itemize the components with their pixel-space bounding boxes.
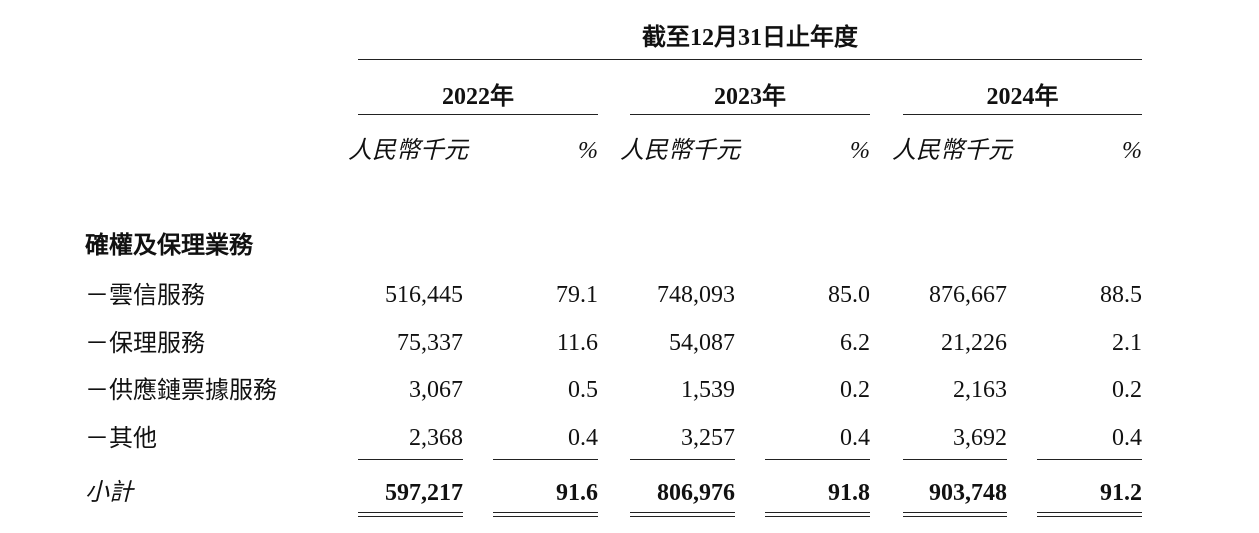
cell: 516,445 bbox=[385, 282, 463, 308]
rule bbox=[358, 512, 463, 513]
rule bbox=[903, 459, 1007, 460]
period-title: 截至12月31日止年度 bbox=[642, 25, 858, 51]
rule bbox=[903, 516, 1007, 517]
rule bbox=[358, 459, 463, 460]
rule bbox=[903, 512, 1007, 513]
row-label: －其他 bbox=[85, 424, 157, 452]
subtotal-cell: 806,976 bbox=[657, 480, 735, 506]
cell: 21,226 bbox=[941, 330, 1007, 356]
section-title: 確權及保理業務 bbox=[85, 231, 253, 259]
cell: 88.5 bbox=[1100, 282, 1142, 308]
cell: 2,163 bbox=[953, 377, 1007, 403]
rule bbox=[630, 516, 735, 517]
rule bbox=[765, 516, 870, 517]
rule bbox=[630, 512, 735, 513]
year-header: 2024年 bbox=[986, 84, 1059, 110]
cell: 3,257 bbox=[681, 425, 735, 451]
rule bbox=[358, 114, 598, 115]
cell: 3,692 bbox=[953, 425, 1007, 451]
cell: 2.1 bbox=[1112, 330, 1142, 356]
rule bbox=[493, 516, 598, 517]
cell: 2,368 bbox=[409, 425, 463, 451]
rule bbox=[493, 459, 598, 460]
cell: 0.4 bbox=[568, 425, 598, 451]
unit-label: 人民幣千元 bbox=[892, 138, 1012, 164]
cell: 0.5 bbox=[568, 377, 598, 403]
rule bbox=[630, 114, 870, 115]
cell: 748,093 bbox=[657, 282, 735, 308]
subtotal-label: 小計 bbox=[85, 480, 133, 506]
cell: 54,087 bbox=[669, 330, 735, 356]
year-header: 2023年 bbox=[714, 84, 786, 110]
rule bbox=[1037, 512, 1142, 513]
cell: 11.6 bbox=[556, 330, 598, 356]
cell: 3,067 bbox=[409, 377, 463, 403]
rule bbox=[630, 459, 735, 460]
rule bbox=[1037, 516, 1142, 517]
subtotal-cell: 597,217 bbox=[385, 480, 463, 506]
cell: 79.1 bbox=[556, 282, 598, 308]
rule bbox=[358, 59, 1142, 60]
unit-label: % bbox=[1122, 138, 1142, 164]
unit-label: % bbox=[578, 138, 598, 164]
rule bbox=[765, 459, 870, 460]
row-label: －雲信服務 bbox=[85, 281, 205, 309]
row-label: －保理服務 bbox=[85, 329, 205, 357]
rule bbox=[903, 114, 1142, 115]
cell: 0.4 bbox=[840, 425, 870, 451]
subtotal-cell: 91.6 bbox=[556, 480, 598, 506]
rule bbox=[493, 512, 598, 513]
rule bbox=[358, 516, 463, 517]
cell: 1,539 bbox=[681, 377, 735, 403]
cell: 6.2 bbox=[840, 330, 870, 356]
unit-label: % bbox=[850, 138, 870, 164]
cell: 85.0 bbox=[828, 282, 870, 308]
unit-label: 人民幣千元 bbox=[348, 138, 468, 164]
rule bbox=[765, 512, 870, 513]
subtotal-cell: 91.2 bbox=[1100, 480, 1142, 506]
cell: 75,337 bbox=[397, 330, 463, 356]
cell: 0.2 bbox=[1112, 377, 1142, 403]
cell: 0.4 bbox=[1112, 425, 1142, 451]
cell: 0.2 bbox=[840, 377, 870, 403]
year-header: 2022年 bbox=[442, 84, 514, 110]
subtotal-cell: 91.8 bbox=[828, 480, 870, 506]
cell: 876,667 bbox=[929, 282, 1007, 308]
rule bbox=[1037, 459, 1142, 460]
subtotal-cell: 903,748 bbox=[929, 480, 1007, 506]
unit-label: 人民幣千元 bbox=[620, 138, 740, 164]
row-label: －供應鏈票據服務 bbox=[85, 376, 277, 404]
